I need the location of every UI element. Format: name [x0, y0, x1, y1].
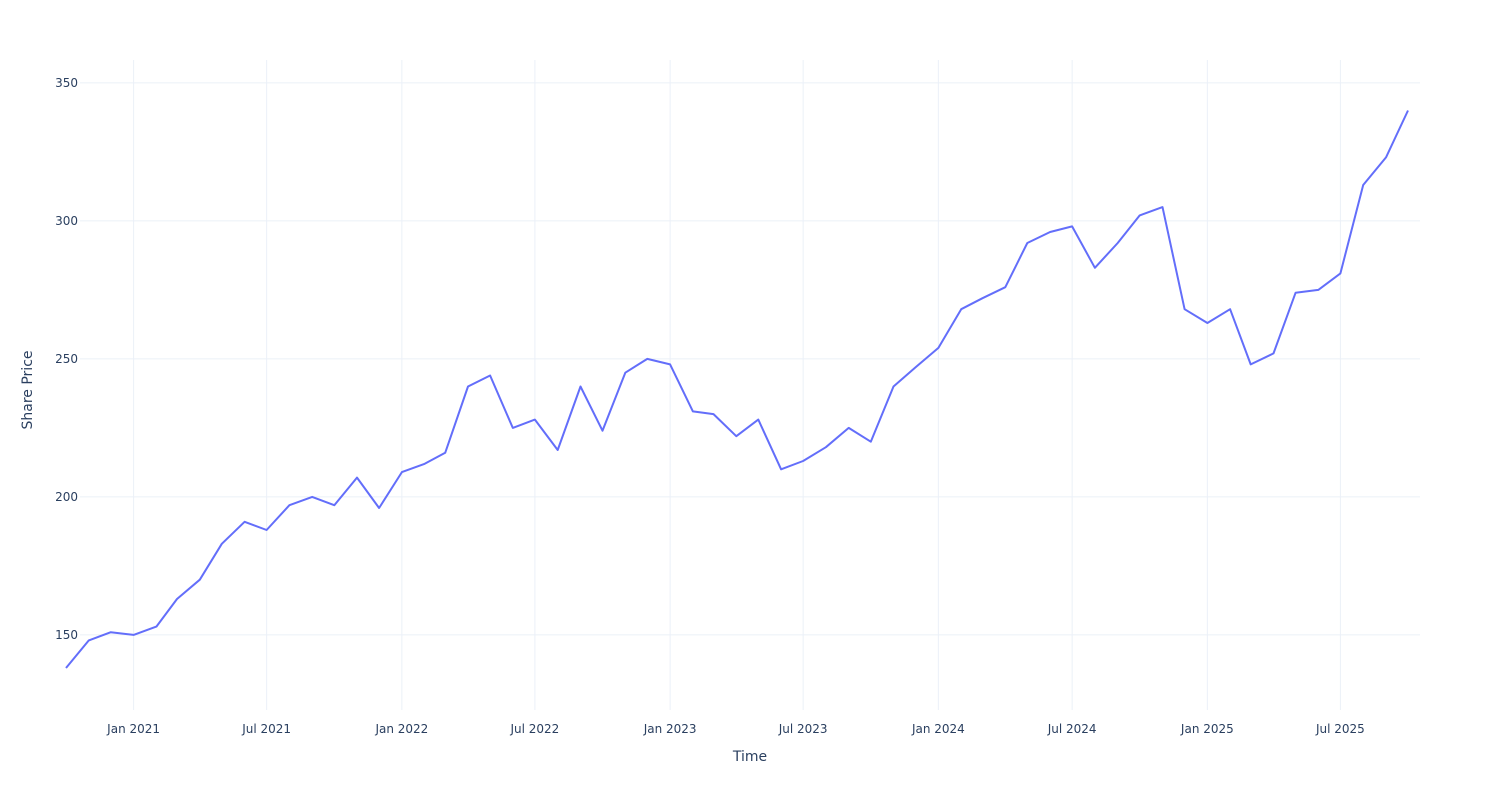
y-tick-label: 300 — [55, 214, 78, 228]
y-tick-label: 350 — [55, 76, 78, 90]
price-line — [65, 110, 1409, 669]
x-tick-label: Jul 2025 — [1315, 722, 1365, 736]
y-tick-label: 150 — [55, 628, 78, 642]
x-tick-label: Jan 2025 — [1180, 722, 1234, 736]
x-tick-label: Jan 2024 — [911, 722, 965, 736]
x-tick-label: Jan 2021 — [106, 722, 160, 736]
y-tick-label: 200 — [55, 490, 78, 504]
x-tick-label: Jul 2024 — [1047, 722, 1097, 736]
x-tick-label: Jan 2023 — [643, 722, 697, 736]
y-axis-title: Share Price — [20, 350, 36, 429]
x-tick-label: Jul 2023 — [778, 722, 828, 736]
x-tick-label: Jan 2022 — [374, 722, 428, 736]
y-tick-label: 250 — [55, 352, 78, 366]
x-axis-title: Time — [732, 749, 767, 765]
x-tick-label: Jul 2021 — [241, 722, 291, 736]
x-tick-label: Jul 2022 — [509, 722, 559, 736]
